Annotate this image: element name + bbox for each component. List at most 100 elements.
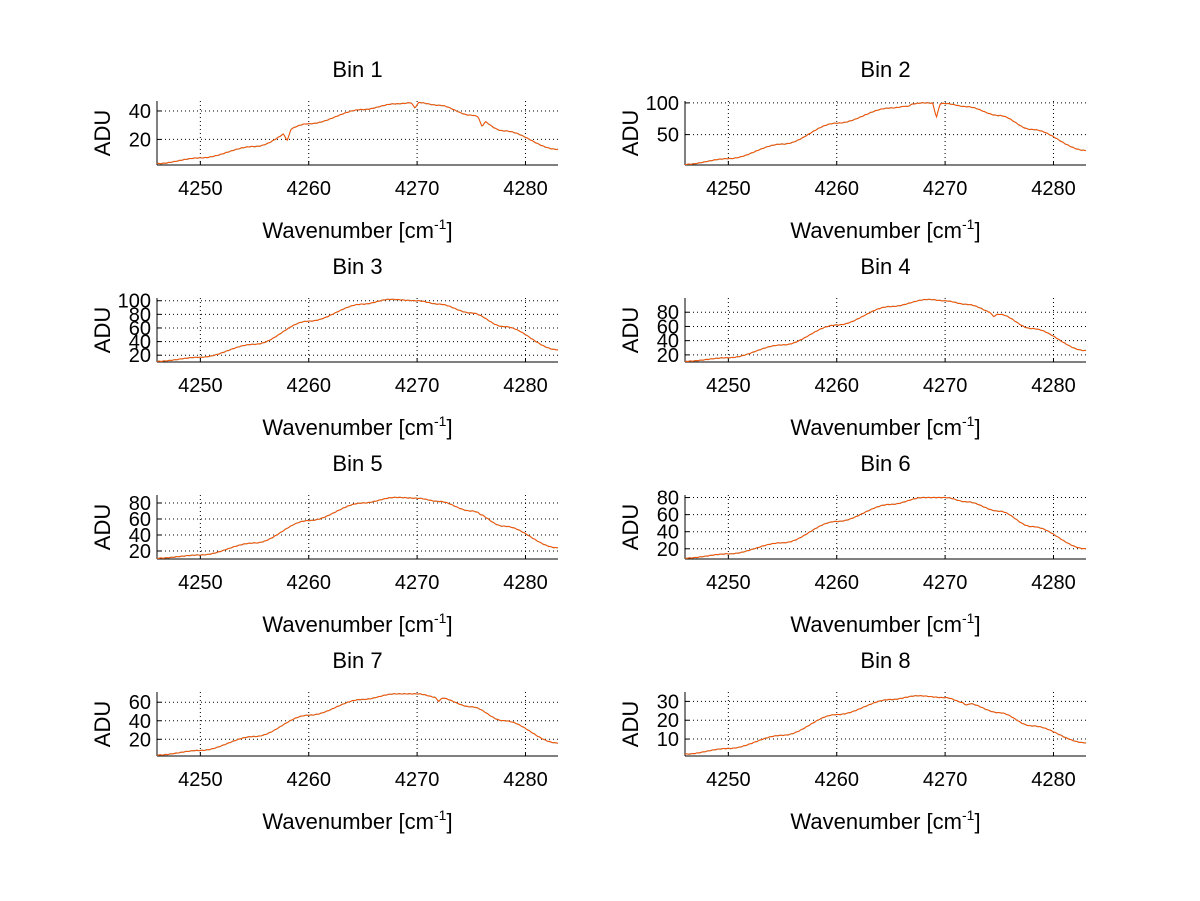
series-line-primary — [684, 496, 1086, 559]
y-tick-label: 10 — [657, 729, 679, 751]
y-tick-label: 80 — [657, 488, 679, 510]
x-tick-label: 4280 — [503, 178, 548, 200]
y-tick-label: 40 — [129, 711, 151, 733]
x-tick-label: 4280 — [1031, 769, 1076, 791]
series-line-primary — [684, 695, 1087, 755]
x-tick-label: 4250 — [178, 572, 223, 594]
x-tick-label: 4270 — [395, 769, 440, 791]
series-line-primary — [684, 298, 1087, 362]
x-tick-label: 4280 — [503, 769, 548, 791]
x-tick-label: 4270 — [923, 769, 968, 791]
x-axis-label: Wavenumber [cm-1] — [790, 216, 980, 243]
y-tick-label: 60 — [657, 505, 679, 527]
y-tick-label: 60 — [129, 318, 151, 340]
subplot-bin-1: Bin 1 4250 4260 4270 4280 20 40 ADU Wavenumber [… — [90, 57, 559, 243]
series-line-primary — [156, 496, 558, 560]
y-tick-label: 60 — [129, 509, 151, 531]
y-tick-label: 20 — [657, 345, 679, 367]
subplot-title: Bin 7 — [332, 648, 382, 673]
y-tick-label: 20 — [129, 541, 151, 563]
y-axis-label: ADU — [90, 701, 115, 747]
y-tick-label: 20 — [657, 539, 679, 561]
subplot-title: Bin 2 — [860, 57, 910, 82]
x-tick-label: 4250 — [706, 572, 751, 594]
x-axis-label: Wavenumber [cm-1] — [790, 413, 980, 440]
y-tick-label: 50 — [657, 125, 679, 147]
x-tick-label: 4260 — [286, 178, 331, 200]
y-tick-label: 40 — [129, 332, 151, 354]
y-tick-label: 60 — [129, 692, 151, 714]
series-line-primary — [684, 101, 1086, 166]
series-line-primary — [156, 101, 559, 165]
x-tick-label: 4250 — [706, 375, 751, 397]
x-tick-label: 4250 — [706, 178, 751, 200]
subplot-title: Bin 6 — [860, 451, 910, 476]
x-tick-label: 4260 — [814, 178, 859, 200]
x-axis-label: Wavenumber [cm-1] — [262, 807, 452, 834]
y-tick-label: 80 — [129, 304, 151, 326]
y-tick-label: 40 — [129, 525, 151, 547]
y-axis-label: ADU — [90, 504, 115, 550]
x-tick-label: 4280 — [503, 572, 548, 594]
y-tick-label: 30 — [657, 691, 679, 713]
x-tick-label: 4270 — [395, 375, 440, 397]
x-tick-label: 4260 — [814, 572, 859, 594]
x-tick-label: 4280 — [1031, 375, 1076, 397]
x-axis-label: Wavenumber [cm-1] — [790, 807, 980, 834]
x-tick-label: 4270 — [923, 178, 968, 200]
series-line-primary — [156, 298, 559, 363]
y-tick-label: 40 — [129, 101, 151, 123]
subplot-title: Bin 8 — [860, 648, 910, 673]
y-tick-label: 60 — [657, 316, 679, 338]
y-axis-label: ADU — [90, 110, 115, 156]
x-tick-label: 4260 — [814, 375, 859, 397]
y-tick-label: 20 — [129, 129, 151, 151]
x-tick-label: 4270 — [923, 375, 968, 397]
x-tick-label: 4270 — [395, 178, 440, 200]
x-tick-label: 4280 — [1031, 572, 1076, 594]
x-axis-label: Wavenumber [cm-1] — [262, 413, 452, 440]
x-tick-label: 4280 — [1031, 178, 1076, 200]
x-tick-label: 4250 — [706, 769, 751, 791]
subplot-title: Bin 1 — [332, 57, 382, 82]
x-tick-label: 4260 — [286, 572, 331, 594]
y-tick-label: 40 — [657, 522, 679, 544]
series-line-primary — [156, 692, 559, 756]
y-axis-label: ADU — [618, 504, 643, 550]
subplot-title: Bin 4 — [860, 254, 910, 279]
x-tick-label: 4250 — [178, 178, 223, 200]
y-tick-label: 20 — [657, 710, 679, 732]
y-axis-label: ADU — [90, 307, 115, 353]
y-tick-label: 20 — [129, 729, 151, 751]
x-axis-label: Wavenumber [cm-1] — [262, 610, 452, 637]
y-tick-label: 100 — [118, 291, 151, 313]
x-tick-label: 4260 — [814, 769, 859, 791]
subplot-title: Bin 3 — [332, 254, 382, 279]
subplot-title: Bin 5 — [332, 451, 382, 476]
y-axis-label: ADU — [618, 701, 643, 747]
y-tick-label: 40 — [657, 331, 679, 353]
x-tick-label: 4250 — [178, 769, 223, 791]
y-axis-label: ADU — [618, 110, 643, 156]
x-tick-label: 4260 — [286, 769, 331, 791]
y-tick-label: 100 — [646, 93, 679, 115]
x-tick-label: 4270 — [923, 572, 968, 594]
y-axis-label: ADU — [618, 307, 643, 353]
y-tick-label: 20 — [129, 345, 151, 367]
x-tick-label: 4280 — [503, 375, 548, 397]
y-tick-label: 80 — [129, 493, 151, 515]
x-axis-label: Wavenumber [cm-1] — [262, 216, 452, 243]
x-tick-label: 4260 — [286, 375, 331, 397]
y-tick-label: 80 — [657, 302, 679, 324]
x-tick-label: 4270 — [395, 572, 440, 594]
